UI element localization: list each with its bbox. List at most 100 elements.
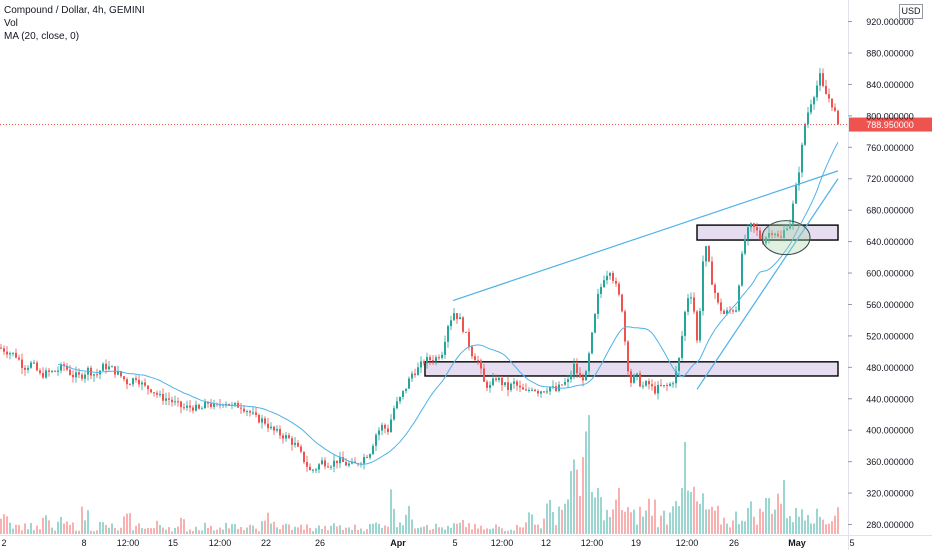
candle-body — [483, 368, 485, 382]
volume-bar — [594, 497, 596, 534]
candle-body — [837, 110, 839, 125]
candle-body — [519, 385, 521, 388]
volume-bar — [120, 527, 122, 534]
volume-bar — [792, 522, 794, 534]
candle-body — [462, 317, 464, 332]
candle-body — [762, 238, 764, 244]
volume-bar — [645, 510, 647, 534]
volume-bar — [183, 519, 185, 534]
candle-body — [42, 373, 44, 378]
candle-body — [153, 392, 155, 394]
volume-bar — [471, 529, 473, 534]
candle-body — [336, 460, 338, 464]
candle-body — [177, 401, 179, 403]
x-tick-label: 26 — [315, 538, 325, 548]
volume-bar — [378, 523, 380, 534]
currency-label[interactable]: USD — [899, 4, 923, 19]
volume-bar — [648, 498, 650, 534]
volume-bar — [582, 457, 584, 534]
volume-bar — [717, 505, 719, 534]
volume-bar — [795, 508, 797, 534]
candle-body — [744, 239, 746, 254]
volume-bar — [330, 525, 332, 534]
candle-body — [96, 374, 98, 376]
candle-body — [66, 365, 68, 370]
volume-bar — [408, 505, 410, 534]
candle-body — [165, 398, 167, 401]
volume-bar — [765, 498, 767, 534]
volume-bar — [111, 523, 113, 534]
candle-body — [768, 232, 770, 238]
candle-body — [492, 378, 494, 385]
volume-bar — [690, 491, 692, 534]
candle-body — [495, 378, 497, 381]
candle-body — [537, 390, 539, 394]
volume-bar — [363, 531, 365, 534]
candle-body — [279, 429, 281, 436]
volume-bar — [93, 531, 95, 534]
x-tick-label: 12:00 — [117, 538, 140, 548]
volume-bar — [810, 523, 812, 534]
volume-bar — [759, 508, 761, 534]
volume-bar — [24, 523, 26, 534]
volume-bar — [225, 522, 227, 534]
candle-body — [720, 302, 722, 311]
volume-bar — [348, 527, 350, 534]
candle-body — [24, 367, 26, 370]
candle-body — [456, 313, 458, 320]
volume-layer — [0, 415, 839, 534]
candle-body — [294, 442, 296, 445]
volume-bar — [381, 527, 383, 534]
candle-body — [6, 351, 8, 355]
candle-body — [789, 223, 791, 229]
candle-body — [819, 73, 821, 86]
volume-bar — [132, 530, 134, 534]
candle-body — [591, 332, 593, 354]
volume-bar — [438, 527, 440, 534]
candle-body — [255, 412, 257, 415]
volume-bar — [162, 527, 164, 534]
volume-bar — [681, 488, 683, 534]
candle-body — [219, 404, 221, 406]
candle-body — [144, 382, 146, 386]
volume-bar — [657, 527, 659, 534]
x-tick-label: 12:00 — [581, 538, 604, 548]
candle-body — [0, 347, 2, 349]
candle-body — [330, 466, 332, 468]
candle-body — [60, 364, 62, 371]
candle-body — [663, 384, 665, 386]
candle-body — [552, 386, 554, 388]
candle-body — [702, 261, 704, 311]
volume-bar — [75, 530, 77, 534]
volume-bar — [720, 524, 722, 534]
volume-bar — [546, 503, 548, 534]
volume-bar — [576, 469, 578, 534]
candle-body — [735, 310, 737, 312]
volume-bar — [738, 524, 740, 534]
candle-body — [438, 357, 440, 359]
volume-bar — [48, 520, 50, 534]
candle-body — [555, 386, 557, 391]
volume-bar — [300, 524, 302, 534]
volume-bar — [705, 509, 707, 534]
volume-bar — [291, 529, 293, 534]
volume-bar — [783, 480, 785, 534]
candle-body — [774, 233, 776, 235]
volume-bar — [309, 527, 311, 534]
volume-bar — [570, 471, 572, 534]
candle-body — [678, 357, 680, 371]
candle-body — [474, 356, 476, 361]
candle-body — [711, 261, 713, 285]
candle-body — [786, 228, 788, 231]
candle-body — [648, 381, 650, 385]
candle-body — [252, 412, 254, 414]
annotation-layer: 788.950000 — [0, 117, 932, 390]
volume-bar — [807, 515, 809, 534]
volume-bar — [678, 506, 680, 534]
candle-body — [102, 363, 104, 371]
candle-body — [72, 374, 74, 378]
volume-bar — [837, 507, 839, 534]
volume-bar — [702, 493, 704, 534]
